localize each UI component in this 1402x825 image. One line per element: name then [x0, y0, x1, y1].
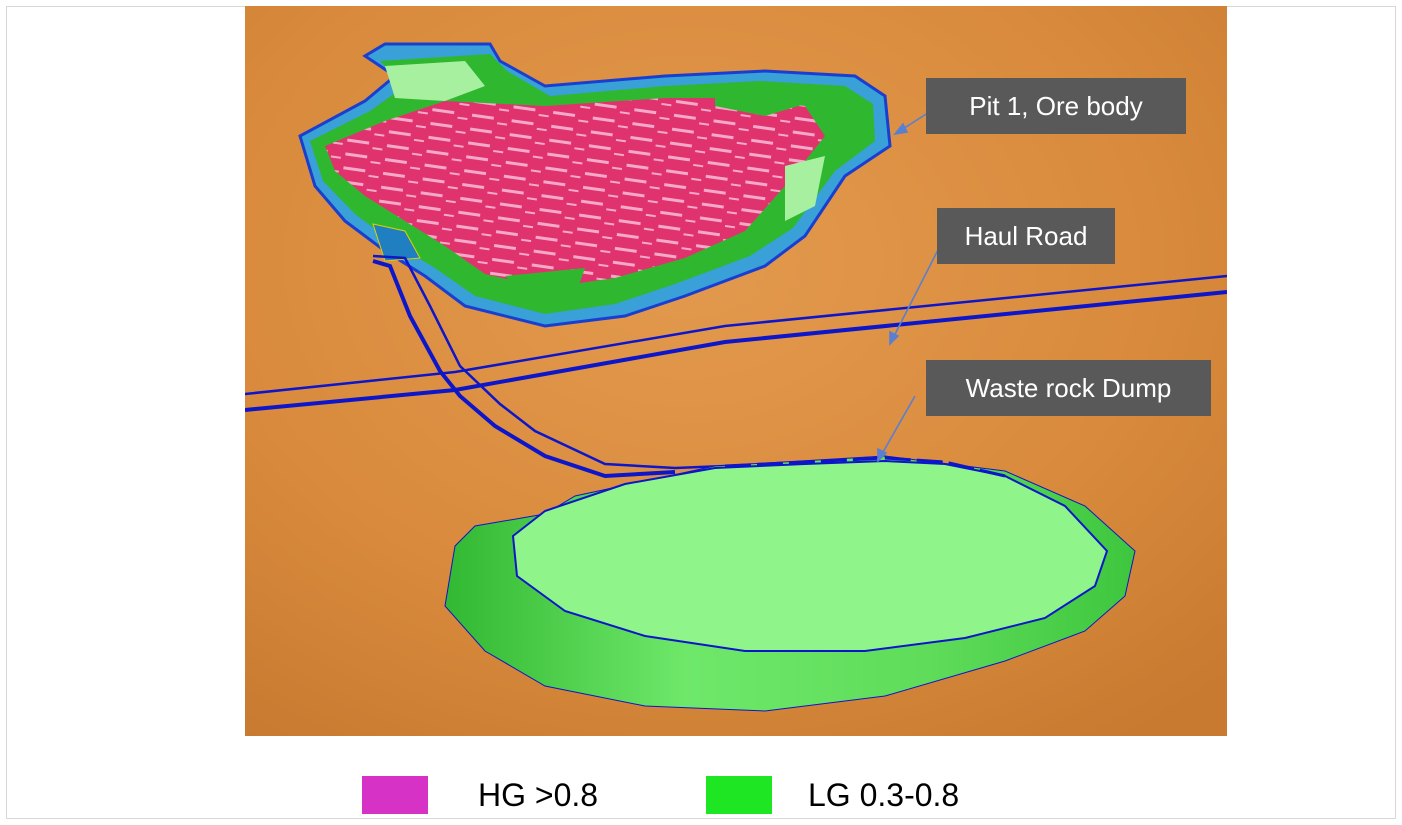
haul-road-pit-to-dump — [372, 254, 726, 479]
callout-pit-ore-body: Pit 1, Ore body — [926, 78, 1186, 134]
legend-swatch-hg — [362, 776, 428, 814]
callout-arrows — [877, 101, 946, 463]
haul-road-main — [245, 274, 1227, 412]
callout-pit-label: Pit 1, Ore body — [969, 90, 1143, 121]
callout-dump-label: Waste rock Dump — [965, 372, 1172, 403]
dump-crest-line — [724, 456, 1006, 478]
callout-road-label: Haul Road — [964, 220, 1088, 251]
legend-item-lg: LG 0.3-0.8 — [706, 775, 959, 815]
dump-top-surface — [511, 459, 1109, 652]
ore-high-grade-zone — [325, 98, 825, 288]
ore-low-grade-patch — [385, 61, 485, 101]
legend-item-hg: HG >0.8 — [362, 775, 598, 815]
pit-ramp-wall — [372, 223, 421, 262]
mine-site-3d-view — [245, 6, 1227, 736]
legend-swatch-lg — [706, 776, 772, 814]
waste-rock-dump — [444, 455, 1136, 712]
ore-low-grade-patch — [715, 84, 805, 116]
callout-waste-rock-dump: Waste rock Dump — [926, 360, 1211, 416]
ore-low-grade-patch — [505, 268, 585, 298]
legend-label-hg: HG >0.8 — [478, 776, 599, 813]
ore-low-grade-patch — [785, 156, 825, 221]
callout-haul-road: Haul Road — [937, 208, 1115, 264]
legend-label-lg: LG 0.3-0.8 — [808, 776, 960, 813]
pit-ore-body — [298, 42, 892, 328]
